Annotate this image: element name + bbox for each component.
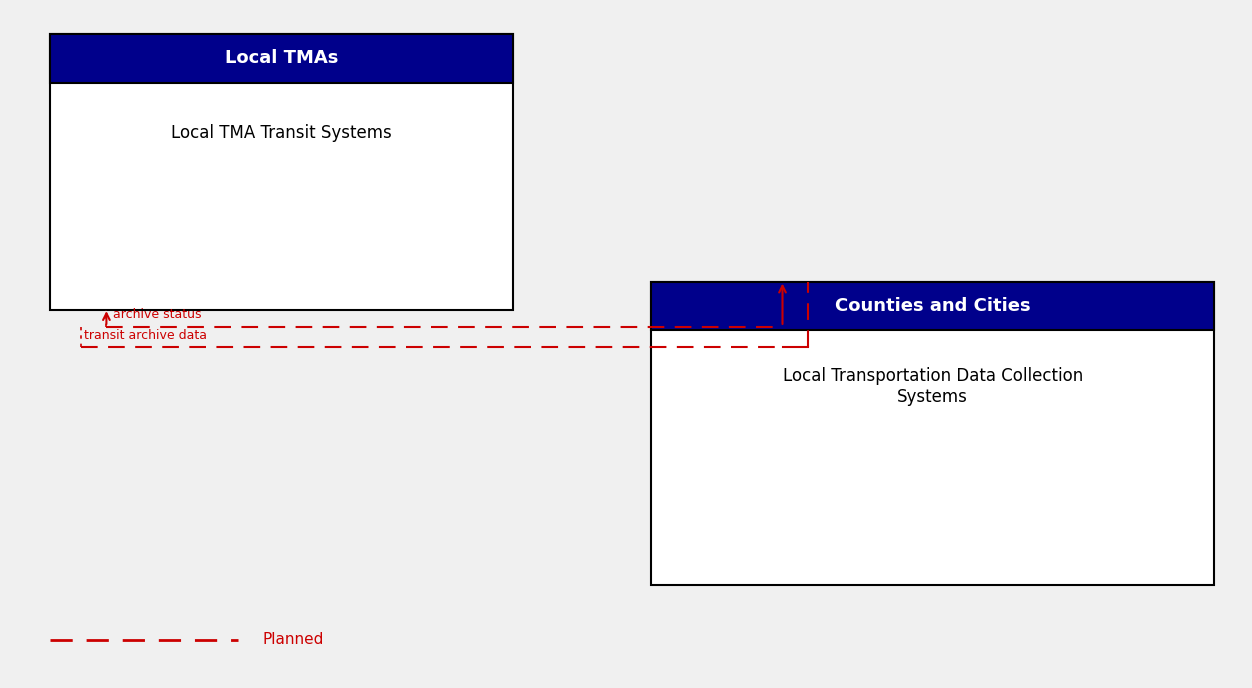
Bar [50, 34, 513, 83]
Text: transit archive data: transit archive data [84, 329, 207, 342]
Bar [651, 282, 1214, 585]
Text: Local TMA Transit Systems: Local TMA Transit Systems [172, 124, 392, 142]
Bar [50, 34, 513, 310]
Text: Local TMAs: Local TMAs [225, 50, 338, 67]
Text: Planned: Planned [263, 632, 324, 647]
Bar [651, 282, 1214, 330]
Text: archive status: archive status [113, 308, 202, 321]
Text: Local Transportation Data Collection
Systems: Local Transportation Data Collection Sys… [782, 367, 1083, 406]
Text: Counties and Cities: Counties and Cities [835, 297, 1030, 315]
